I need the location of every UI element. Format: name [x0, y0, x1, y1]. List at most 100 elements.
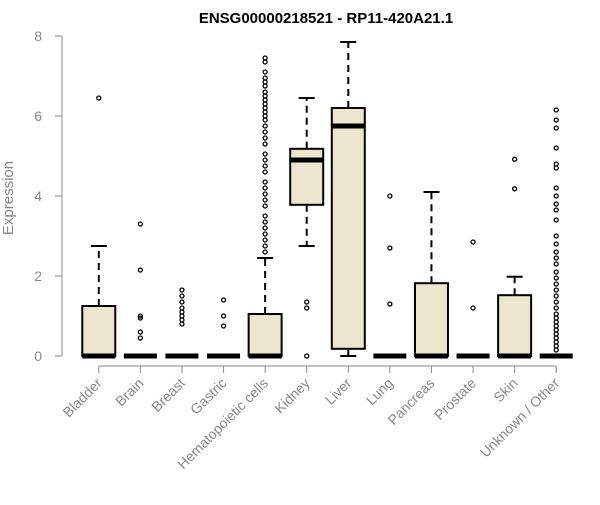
box-brain: [123, 221, 157, 359]
outlier-point: [387, 245, 393, 251]
outlier-point: [553, 287, 559, 293]
outlier-point: [262, 213, 268, 219]
outlier-point: [179, 321, 185, 327]
outlier-point: [262, 59, 268, 65]
outlier-point: [553, 233, 559, 239]
outlier-point: [304, 305, 310, 311]
outlier-point: [553, 269, 559, 275]
outlier-point: [553, 185, 559, 191]
x-tick-label: Unknown / Other: [477, 375, 563, 461]
outlier-point: [553, 193, 559, 199]
outlier-point: [553, 207, 559, 213]
outlier-point: [553, 261, 559, 267]
outlier-point: [179, 293, 185, 299]
outlier-point: [262, 219, 268, 225]
y-tick-label: 4: [34, 188, 42, 204]
outlier-point: [137, 267, 144, 273]
outlier-point: [262, 185, 268, 191]
box-bladder: [81, 95, 117, 359]
outlier-point: [96, 95, 102, 101]
x-tick-label: Breast: [148, 375, 188, 415]
outlier-point: [137, 313, 144, 319]
box-pancreas: [413, 191, 449, 359]
outlier-point: [262, 169, 268, 175]
outlier-point: [262, 179, 268, 185]
outlier-point: [262, 197, 268, 203]
outlier-point: [137, 329, 144, 335]
outlier-point: [262, 151, 268, 157]
outlier-point: [553, 201, 559, 207]
box-lung: [373, 193, 407, 359]
box-gastric: [207, 297, 241, 359]
outlier-point: [553, 117, 559, 123]
outlier-point: [262, 191, 268, 197]
outlier-point: [553, 299, 559, 305]
x-tick-label: Lung: [363, 375, 396, 408]
outlier-point: [137, 315, 144, 321]
outlier-point: [262, 243, 268, 249]
outlier-point: [220, 323, 227, 329]
box-iqr: [497, 294, 533, 358]
outlier-point: [553, 125, 559, 131]
x-tick-label: Brain: [112, 375, 146, 409]
outlier-point: [470, 239, 476, 245]
box-iqr: [330, 107, 366, 350]
box-iqr: [413, 282, 449, 358]
outlier-point: [304, 353, 310, 359]
outlier-point: [179, 287, 185, 293]
outlier-point: [262, 69, 268, 75]
x-tick-label: Bladder: [59, 375, 105, 421]
box-unknown-other: [539, 107, 573, 359]
box-iqr: [289, 147, 325, 206]
outlier-point: [137, 335, 144, 341]
x-tick-label: Prostate: [431, 375, 479, 423]
outlier-point: [553, 217, 559, 223]
outlier-point: [553, 281, 559, 287]
outlier-point: [553, 255, 559, 261]
outlier-point: [220, 313, 227, 319]
outlier-point: [262, 141, 268, 147]
outlier-point: [262, 163, 268, 169]
box-kidney: [289, 97, 325, 359]
outlier-point: [553, 107, 559, 113]
box-iqr: [81, 305, 117, 357]
box-skin: [497, 156, 533, 359]
x-tick-label: Skin: [490, 375, 521, 406]
outlier-point: [553, 347, 559, 353]
outlier-point: [553, 249, 559, 255]
y-tick-label: 6: [34, 108, 42, 124]
outlier-point: [387, 301, 393, 307]
outlier-point: [262, 157, 268, 163]
outlier-point: [511, 186, 518, 192]
outlier-point: [179, 299, 185, 305]
y-tick-label: 0: [34, 348, 42, 364]
outlier-point: [470, 305, 476, 311]
outlier-point: [262, 129, 268, 135]
outlier-point: [262, 203, 268, 209]
outlier-point: [553, 241, 559, 247]
box-liver: [330, 41, 366, 357]
x-tick-label: Kidney: [271, 375, 313, 417]
y-tick-label: 8: [34, 28, 42, 44]
outlier-point: [137, 221, 144, 227]
y-axis-label: Expression: [0, 161, 17, 235]
box-hematopoietic-cells: [247, 55, 283, 359]
outlier-point: [262, 135, 268, 141]
outlier-point: [262, 117, 268, 123]
y-tick-label: 2: [34, 268, 42, 284]
outlier-point: [262, 83, 268, 89]
outlier-point: [553, 275, 559, 281]
outlier-point: [387, 193, 393, 199]
x-tick-label: Liver: [322, 375, 355, 408]
outlier-point: [511, 156, 518, 162]
outlier-point: [304, 299, 310, 305]
outlier-point: [220, 297, 227, 303]
box-iqr: [247, 313, 283, 357]
outlier-point: [262, 225, 268, 231]
boxes-group: [81, 41, 573, 359]
box-prostate: [456, 239, 490, 359]
outlier-point: [553, 293, 559, 299]
